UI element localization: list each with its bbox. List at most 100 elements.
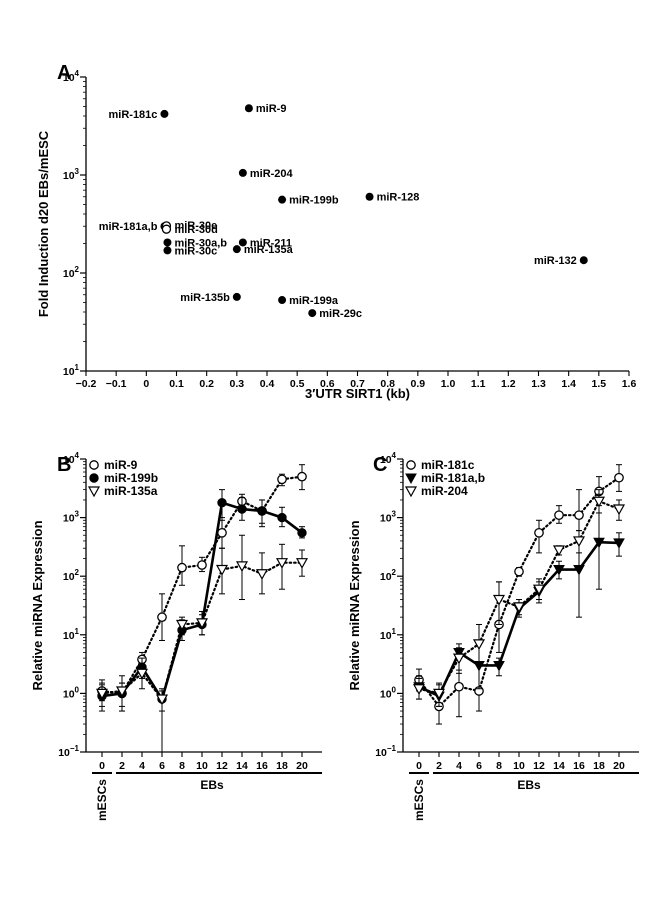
scatter-point: [232, 245, 241, 254]
scatter-point: [579, 256, 588, 265]
data-point: [217, 497, 227, 508]
y-axis-title: Fold Induction d20 EBs/mESC: [36, 130, 51, 317]
y-tick-label: 100: [63, 685, 80, 700]
y-tick-label: 101: [63, 627, 80, 642]
data-point: [573, 565, 585, 576]
series-miR-9: [97, 464, 307, 712]
panel-label-b: B: [57, 454, 71, 476]
x-tick-label: 1.6: [622, 378, 637, 390]
y-axis-title: Relative miRNA Expression: [30, 520, 45, 690]
y-tick-label: 10−1: [58, 744, 79, 759]
data-point: [297, 471, 307, 482]
data-point: [255, 569, 269, 581]
panel-a-chart: A 101 102 103 104 −0.2 −0.1 0 0.1 0.2 0.3 0.4 0.5 0.6…: [36, 62, 636, 401]
scatter-point: [161, 224, 172, 234]
data-point: [534, 527, 544, 538]
data-point: [452, 653, 466, 665]
data-point: [493, 660, 505, 672]
x-tick-label: 12: [533, 760, 545, 772]
x-tick-label: 0.2: [199, 378, 214, 390]
point-label: miR-135b: [180, 292, 230, 304]
x-tick-label: 0.6: [320, 378, 335, 390]
x-tick-label: 8: [179, 760, 185, 772]
data-point: [572, 536, 586, 548]
x-tick-label: 0: [99, 760, 105, 772]
x-tick-label: 0.7: [350, 378, 365, 390]
data-point: [592, 496, 606, 508]
x-tick-label: 18: [593, 760, 605, 772]
panel-label-a: A: [57, 62, 71, 84]
x-tick-label: 0.8: [380, 378, 395, 390]
x-tick-label: 10: [196, 760, 208, 772]
y-tick-label: 102: [63, 568, 80, 583]
point-label: miR-30c: [174, 245, 217, 257]
point-label: miR-199a: [289, 295, 339, 307]
x-tick-label: 20: [296, 760, 308, 772]
point-label: miR-181a,b: [99, 221, 158, 233]
y-tick-label: 103: [63, 510, 80, 525]
data-point: [257, 506, 267, 516]
data-point: [217, 527, 227, 538]
x-tick-label: 12: [216, 760, 228, 772]
data-point: [406, 460, 416, 470]
data-point: [177, 562, 187, 573]
data-point: [197, 560, 207, 570]
data-point: [235, 561, 249, 573]
legend-label: miR-181c: [421, 458, 475, 472]
scatter-point: [278, 296, 287, 305]
y-tick-label: 10−1: [375, 744, 396, 759]
mescs-group-label: mESCs: [95, 779, 109, 821]
point-label: miR-211: [250, 237, 292, 249]
series-miR-204: [412, 489, 626, 707]
x-tick-label: 4: [456, 760, 462, 772]
x-tick-label: 6: [159, 760, 165, 772]
scatter-point: [238, 238, 247, 247]
point-label: miR-29c: [319, 308, 362, 320]
data-point: [593, 537, 605, 549]
x-tick-label: 10: [513, 760, 525, 772]
y-tick-label: 104: [63, 69, 80, 84]
legend-label: miR-204: [421, 484, 468, 498]
scatter-point: [238, 168, 247, 177]
x-tick-label: 0: [143, 378, 149, 390]
data-point: [157, 612, 167, 623]
data-point: [89, 460, 99, 470]
x-tick-label: 16: [573, 760, 585, 772]
scatter-point: [365, 192, 374, 201]
x-tick-label: 14: [236, 760, 248, 772]
legend-label: miR-199b: [104, 471, 158, 485]
point-label: miR-30d: [174, 224, 217, 236]
x-tick-label: 20: [613, 760, 625, 772]
data-point: [275, 558, 289, 569]
data-point: [432, 688, 446, 700]
data-point: [553, 565, 565, 576]
point-label: miR-181c: [109, 109, 158, 121]
x-tick-label: 1.1: [471, 378, 486, 390]
data-point: [297, 528, 307, 538]
point-label: miR-30e: [174, 220, 217, 232]
scatter-point: [232, 292, 241, 301]
data-point: [115, 686, 129, 698]
data-point: [135, 668, 149, 680]
x-tick-label: 0.9: [411, 378, 426, 390]
scatter-point: [163, 238, 172, 247]
y-tick-label: 102: [63, 265, 80, 280]
data-point: [514, 566, 524, 577]
x-tick-label: 1.4: [561, 378, 576, 390]
data-point: [277, 474, 287, 485]
series-line: [101, 500, 303, 703]
series-line: [417, 499, 621, 695]
data-point: [552, 545, 566, 557]
y-tick-label: 103: [63, 167, 80, 182]
data-point: [175, 619, 189, 631]
y-tick-label: 104: [63, 451, 80, 466]
data-point: [454, 681, 464, 692]
data-point: [532, 584, 546, 596]
panel-label-c: C: [373, 454, 387, 476]
point-label: miR-135a: [244, 244, 294, 256]
data-point: [512, 602, 526, 614]
scatter-point: [308, 309, 317, 318]
point-label: miR-132: [534, 255, 577, 267]
